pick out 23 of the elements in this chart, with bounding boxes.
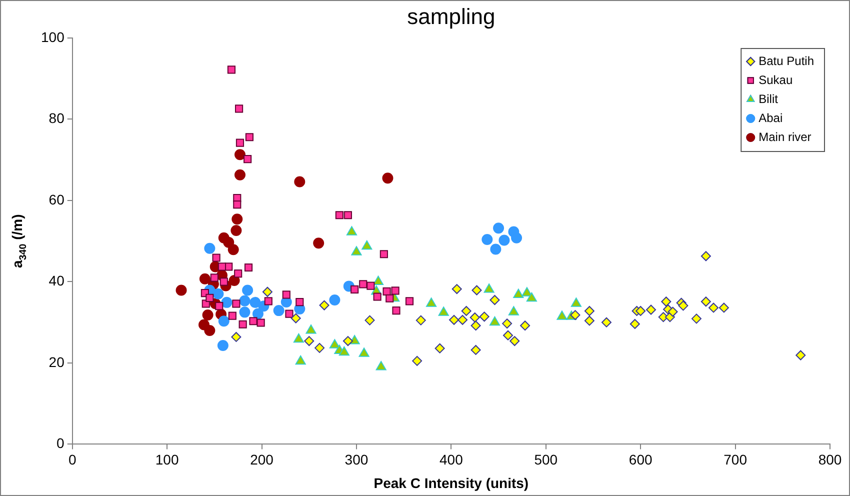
legend-label: Main river bbox=[758, 130, 812, 144]
y-tick-label: 100 bbox=[41, 28, 65, 45]
x-tick-label: 200 bbox=[250, 451, 274, 468]
chart-title: sampling bbox=[407, 4, 496, 29]
y-tick-label: 20 bbox=[48, 354, 65, 370]
x-tick-label: 800 bbox=[818, 451, 842, 468]
legend-label: Bilit bbox=[758, 92, 779, 106]
y-tick-label: 40 bbox=[48, 272, 65, 289]
x-tick-label: 0 bbox=[68, 451, 76, 468]
x-axis-title: Peak C Intensity (units) bbox=[374, 475, 529, 491]
x-tick-label: 600 bbox=[628, 451, 652, 468]
legend-label: Abai bbox=[758, 110, 783, 125]
x-tick-label: 500 bbox=[534, 451, 558, 468]
x-tick-label: 700 bbox=[724, 451, 748, 468]
y-tick-label: 0 bbox=[56, 435, 65, 452]
legend-label: Batu Putih bbox=[758, 54, 814, 68]
y-axis-title: a340 (/m) bbox=[9, 214, 30, 268]
x-tick-label: 400 bbox=[440, 451, 464, 468]
x-tick-label: 100 bbox=[155, 451, 179, 468]
y-tick-label: 60 bbox=[48, 191, 65, 208]
y-tick-label: 80 bbox=[48, 110, 65, 126]
legend-label: Sukau bbox=[758, 72, 793, 87]
x-tick-label: 300 bbox=[344, 451, 368, 468]
